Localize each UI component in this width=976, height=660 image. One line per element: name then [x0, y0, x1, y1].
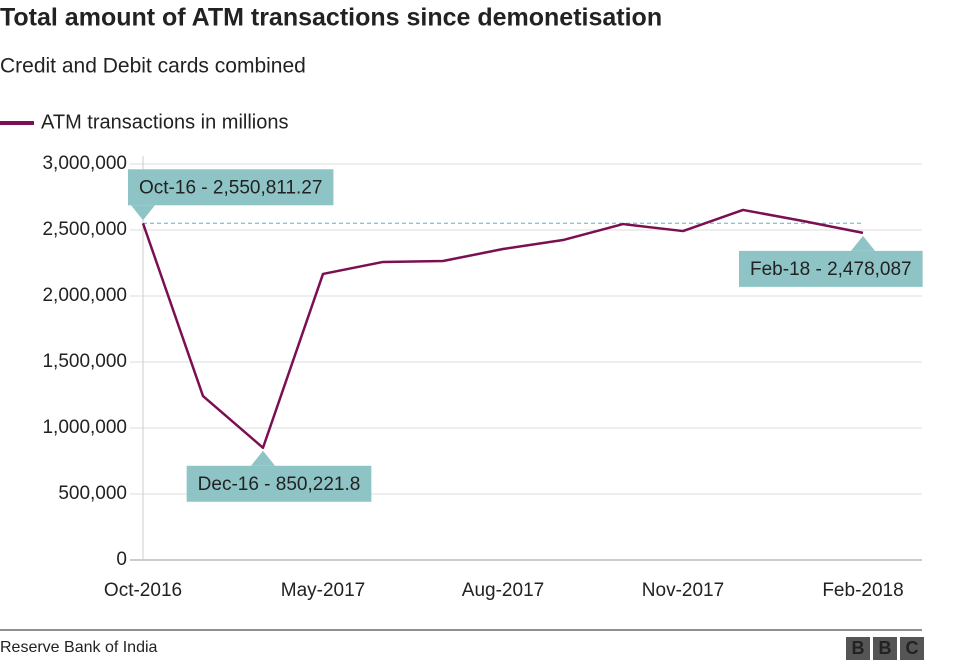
annotation: Oct-16 - 2,550,811.27 — [128, 169, 334, 221]
x-tick-label: Feb-2018 — [822, 580, 903, 601]
x-tick-label: Aug-2017 — [462, 580, 544, 601]
x-tick-label: May-2017 — [281, 580, 366, 601]
annotation-text: Feb-18 - 2,478,087 — [750, 259, 912, 280]
logo-block — [900, 637, 924, 660]
y-tick-label: 1,500,000 — [42, 351, 127, 372]
x-tick-label: Oct-2016 — [104, 580, 182, 601]
logo-letter: C — [906, 638, 919, 658]
annotation: Dec-16 - 850,221.8 — [186, 450, 372, 502]
annotation-box — [851, 235, 875, 251]
x-tick-label: Nov-2017 — [642, 580, 724, 601]
logo-block — [873, 637, 897, 660]
chart-subtitle: Credit and Debit cards combined — [0, 55, 306, 78]
annotation-text: Dec-16 - 850,221.8 — [198, 474, 361, 495]
legend-label: ATM transactions in millions — [41, 111, 288, 133]
annotation-box — [251, 450, 275, 466]
annotation-box — [739, 250, 923, 287]
y-tick-label: 3,000,000 — [42, 153, 127, 174]
data-line — [141, 208, 864, 450]
logo-block — [846, 637, 870, 660]
annotation-box — [128, 169, 334, 206]
annotation-box — [131, 205, 155, 221]
annotation: Feb-18 - 2,478,087 — [739, 235, 923, 287]
annotation-text: Oct-16 - 2,550,811.27 — [139, 177, 322, 198]
y-tick-label: 2,000,000 — [42, 285, 127, 306]
y-tick-label: 1,000,000 — [42, 417, 127, 438]
annotation-box — [186, 465, 372, 502]
logo-letter: B — [852, 638, 865, 658]
y-tick-label: 0 — [116, 549, 127, 570]
source: Reserve Bank of India — [0, 639, 158, 656]
y-tick-label: 2,500,000 — [42, 219, 127, 240]
logo-letter: B — [879, 638, 892, 658]
chart-title: Total amount of ATM transactions since d… — [0, 4, 662, 32]
y-tick-label: 500,000 — [58, 483, 127, 504]
